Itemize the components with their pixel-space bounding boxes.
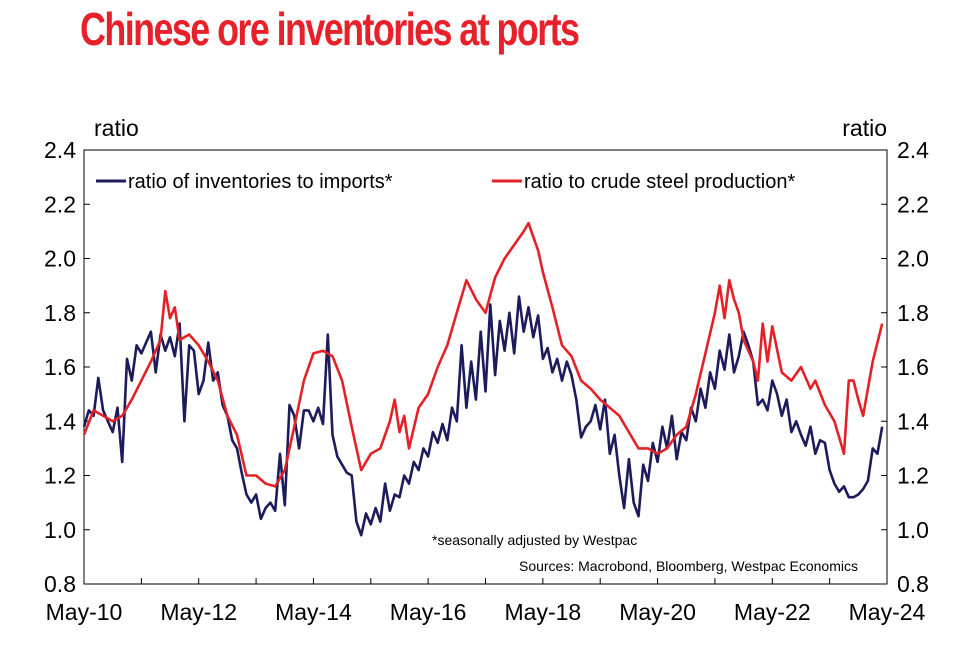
y-tick-label-right: 1.0 [897,517,929,543]
y-tick-label-left: 2.0 [44,246,76,272]
y-tick-label-left: 1.6 [44,354,76,380]
x-tick-label: May-22 [734,599,811,625]
y-axis-label-left: ratio [94,115,139,141]
x-tick-label: May-10 [46,599,123,625]
chart-title: Chinese ore inventories at ports [80,3,580,55]
y-tick-label-right: 2.4 [897,137,929,163]
y-tick-label-right: 1.6 [897,354,929,380]
legend-label-1: ratio of inventories to imports* [128,171,393,193]
x-tick-label: May-16 [390,599,467,625]
legend-label-2: ratio to crude steel production* [524,171,795,193]
y-tick-label-right: 2.0 [897,246,929,272]
y-tick-label-left: 1.0 [44,517,76,543]
footnote-seasonal: *seasonally adjusted by Westpac [432,532,637,548]
y-tick-label-left: 1.2 [44,463,76,489]
y-tick-label-left: 1.4 [44,408,76,434]
footnote-sources: Sources: Macrobond, Bloomberg, Westpac E… [519,558,858,574]
y-tick-label-left: 2.4 [44,137,76,163]
y-tick-label-right: 2.2 [897,191,929,217]
x-tick-label: May-14 [275,599,352,625]
x-tick-label: May-12 [160,599,237,625]
y-tick-label-right: 0.8 [897,571,929,597]
series-line-1 [82,295,884,537]
y-tick-label-right: 1.8 [897,300,929,326]
series-line-2 [82,221,884,488]
x-tick-label: May-18 [505,599,582,625]
y-tick-label-right: 1.4 [897,408,929,434]
y-tick-label-left: 0.8 [44,571,76,597]
x-tick-label: May-24 [849,599,926,625]
x-tick-label: May-20 [619,599,696,625]
y-tick-label-left: 2.2 [44,191,76,217]
y-tick-label-left: 1.8 [44,300,76,326]
y-tick-label-right: 1.2 [897,463,929,489]
y-axis-label-right: ratio [842,115,887,141]
